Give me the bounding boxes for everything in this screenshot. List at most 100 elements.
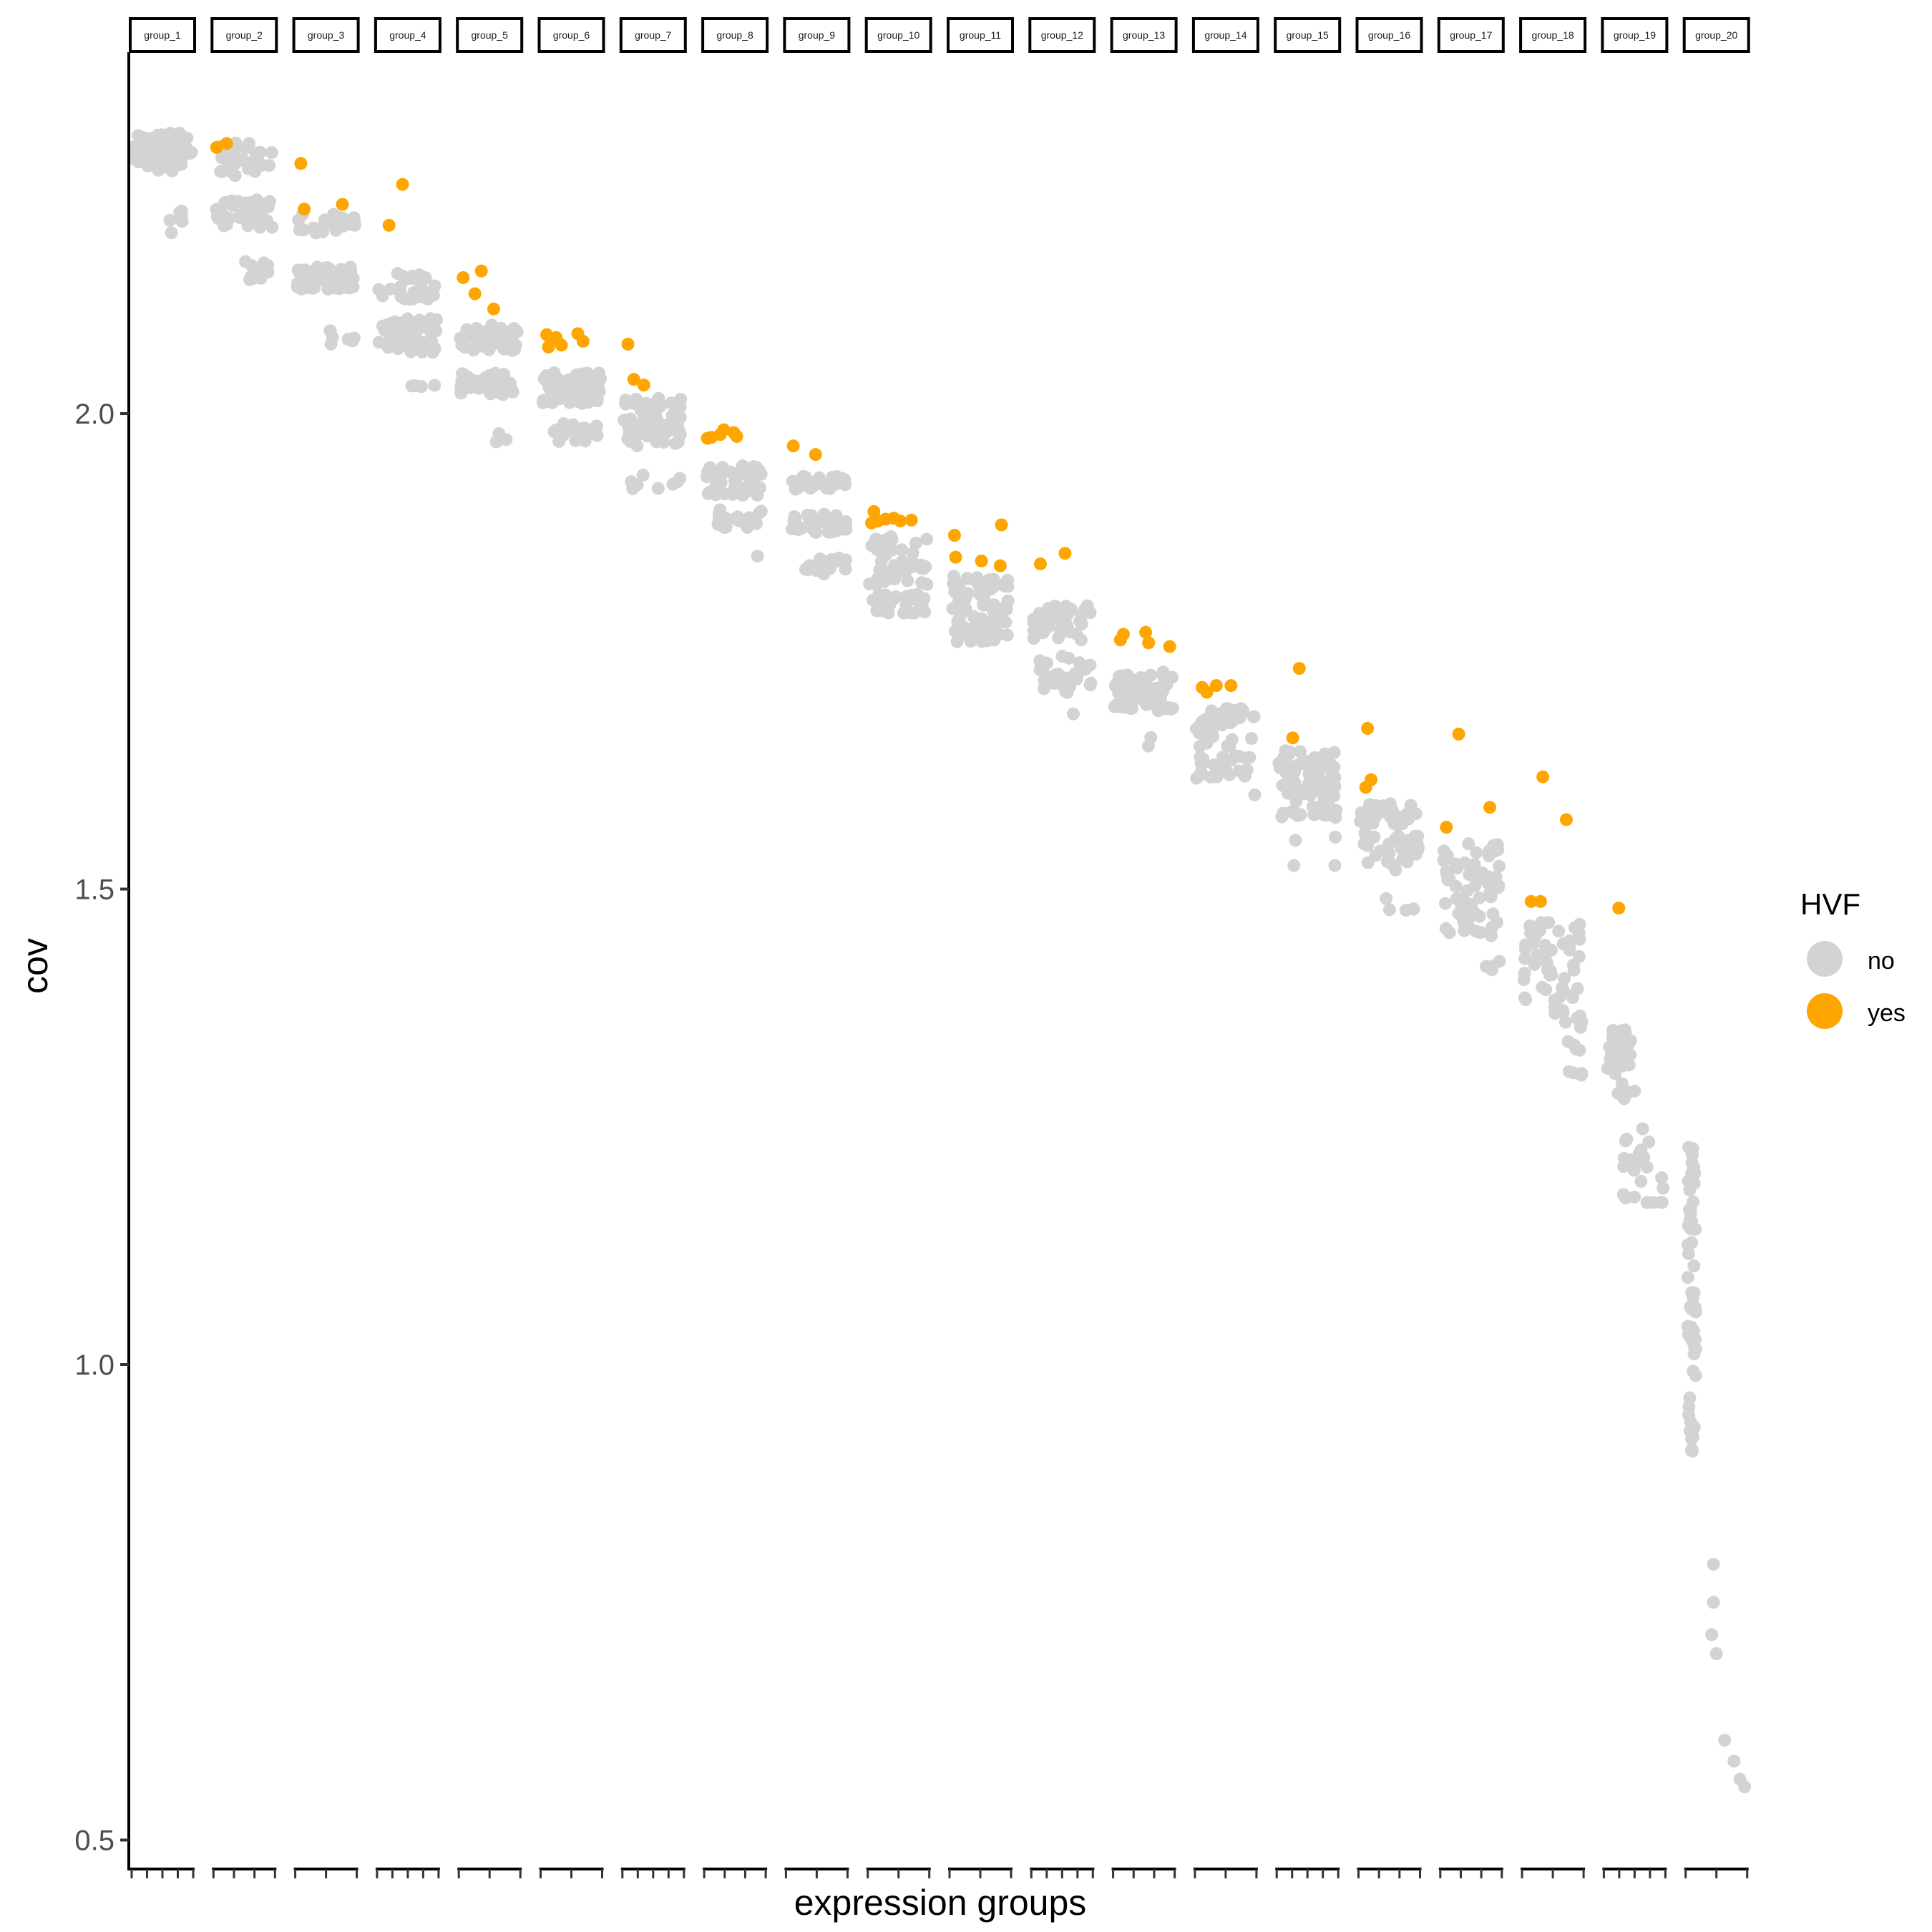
point-no <box>815 477 829 491</box>
point-no <box>1439 922 1453 935</box>
facet-group_16: group_16 <box>1354 17 1425 1878</box>
point-no <box>298 263 311 277</box>
point-no <box>907 560 921 573</box>
point-no <box>1232 764 1246 778</box>
point-no <box>949 625 962 638</box>
point-no <box>980 624 994 638</box>
strip-label: group_19 <box>1614 29 1656 41</box>
point-no <box>455 338 469 351</box>
point-no <box>641 417 655 431</box>
point-no <box>1193 719 1206 733</box>
point-no <box>312 222 326 235</box>
point-no <box>1223 739 1236 753</box>
facet-group_2: group_2 <box>210 17 279 1878</box>
point-no <box>1603 1040 1616 1053</box>
point-no <box>560 391 573 405</box>
point-no <box>803 559 816 572</box>
point-no <box>1545 968 1558 982</box>
point-no <box>1556 981 1569 995</box>
point-no <box>409 379 422 393</box>
point-yes <box>1142 636 1156 650</box>
point-no <box>163 213 177 227</box>
point-no <box>1685 1444 1699 1458</box>
point-no <box>874 555 888 568</box>
point-no <box>1194 768 1208 781</box>
facet-group_17: group_17 <box>1437 17 1506 1878</box>
point-no <box>1485 920 1499 934</box>
point-no <box>245 195 258 209</box>
point-no <box>1556 1006 1570 1020</box>
point-no <box>1707 1558 1720 1571</box>
point-no <box>547 425 561 439</box>
point-yes <box>294 157 308 170</box>
point-yes <box>1286 731 1299 745</box>
point-no <box>1517 973 1531 987</box>
point-no <box>406 269 419 283</box>
point-no <box>996 577 1010 591</box>
point-no <box>590 429 604 442</box>
point-yes <box>457 270 470 284</box>
point-no <box>1519 993 1533 1007</box>
point-no <box>297 223 311 237</box>
point-no <box>1573 1043 1586 1057</box>
point-no <box>1682 1247 1695 1261</box>
strip-box <box>864 17 932 53</box>
point-no <box>975 612 989 625</box>
point-yes <box>210 140 223 154</box>
point-no <box>881 539 894 552</box>
point-no <box>623 426 636 439</box>
point-yes <box>1452 727 1465 741</box>
point-no <box>1655 1171 1669 1184</box>
point-no <box>1561 1035 1575 1048</box>
point-no <box>1687 1286 1701 1299</box>
point-no <box>920 532 934 546</box>
point-no <box>1462 837 1475 851</box>
point-no <box>1128 693 1142 706</box>
point-no <box>413 313 426 327</box>
point-no <box>546 395 560 409</box>
point-no <box>1610 1029 1624 1043</box>
point-yes <box>542 340 555 353</box>
point-yes <box>298 203 311 216</box>
point-no <box>321 283 335 296</box>
strip-label: group_3 <box>308 29 345 41</box>
point-no <box>1573 917 1586 931</box>
point-no <box>1636 1122 1649 1136</box>
point-no <box>1475 866 1489 879</box>
point-no <box>752 465 766 479</box>
facet-group_15: group_15 <box>1272 17 1343 1878</box>
point-no <box>909 537 922 550</box>
point-no <box>1052 631 1065 645</box>
point-no <box>1369 849 1382 862</box>
point-no <box>1367 830 1381 844</box>
point-yes <box>904 513 918 527</box>
point-no <box>1307 808 1321 821</box>
point-no <box>1683 1391 1697 1405</box>
point-yes <box>396 177 409 191</box>
point-no <box>1634 1174 1648 1188</box>
point-no <box>1687 1347 1701 1361</box>
point-yes <box>894 514 907 528</box>
point-no <box>372 336 386 349</box>
point-no <box>1234 705 1247 718</box>
point-no <box>650 395 663 409</box>
point-no <box>901 574 914 587</box>
point-yes <box>1163 640 1176 653</box>
point-no <box>1493 955 1506 968</box>
point-no <box>839 562 852 576</box>
point-no <box>1243 751 1257 764</box>
point-no <box>1166 670 1179 684</box>
point-no <box>1153 686 1167 700</box>
point-yes <box>576 334 590 348</box>
point-no <box>225 152 238 165</box>
point-no <box>540 371 553 385</box>
point-no <box>810 517 824 530</box>
point-no <box>454 386 468 400</box>
point-no <box>1574 1009 1587 1023</box>
point-yes <box>1033 557 1047 570</box>
point-no <box>1328 859 1342 872</box>
strip-label: group_14 <box>1204 29 1246 41</box>
point-no <box>1207 758 1221 772</box>
point-yes <box>701 431 714 445</box>
